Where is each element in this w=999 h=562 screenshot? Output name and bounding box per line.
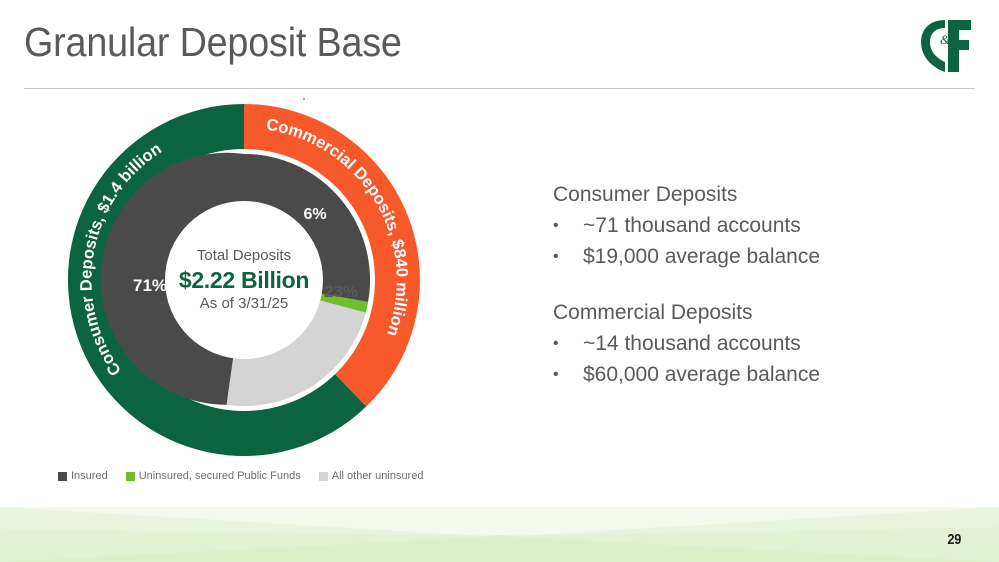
fact-group-commercial: Commercial Deposits • ~14 thousand accou… bbox=[553, 298, 953, 390]
fact-heading: Consumer Deposits bbox=[553, 183, 738, 206]
slide-footer: 29 bbox=[0, 507, 999, 562]
title-divider bbox=[24, 88, 975, 89]
fact-list-item: • $19,000 average balance bbox=[553, 241, 953, 272]
bullet-icon: • bbox=[553, 248, 559, 265]
svg-text:&: & bbox=[940, 32, 951, 47]
deposit-donut-chart: Commercial Deposits, $840 million Consum… bbox=[56, 92, 432, 468]
dot-artifact bbox=[303, 98, 305, 100]
legend-item-insured: Insured bbox=[58, 470, 108, 482]
legend-label: Insured bbox=[71, 470, 108, 482]
inner-label-public-funds: 6% bbox=[303, 206, 326, 223]
footer-pattern-icon bbox=[0, 507, 999, 562]
legend-swatch-icon bbox=[58, 471, 67, 481]
fact-text: ~71 thousand accounts bbox=[583, 214, 801, 237]
donut-svg: Commercial Deposits, $840 million Consum… bbox=[67, 103, 420, 456]
bullet-icon: • bbox=[553, 335, 559, 352]
fact-group-consumer: Consumer Deposits • ~71 thousand account… bbox=[553, 180, 953, 272]
fact-text: $19,000 average balance bbox=[583, 245, 821, 268]
fact-list-item: • ~71 thousand accounts bbox=[553, 210, 953, 241]
donut-hole bbox=[165, 201, 323, 359]
legend-label: All other uninsured bbox=[331, 470, 424, 482]
page-number: 29 bbox=[947, 531, 961, 548]
bullet-icon: • bbox=[553, 217, 559, 234]
inner-label-all-other-uninsured: 23% bbox=[324, 282, 358, 301]
legend-label: Uninsured, secured Public Funds bbox=[138, 470, 301, 482]
fact-heading: Commercial Deposits bbox=[553, 301, 753, 324]
page-title: Granular Deposit Base bbox=[24, 19, 402, 65]
legend-swatch-icon bbox=[318, 471, 328, 481]
fact-list: • ~71 thousand accounts • $19,000 averag… bbox=[553, 210, 953, 272]
legend-swatch-icon bbox=[125, 471, 135, 481]
cf-financial-logo-icon: & bbox=[917, 18, 975, 74]
fact-text: $60,000 average balance bbox=[583, 363, 821, 386]
deposit-facts: Consumer Deposits • ~71 thousand account… bbox=[553, 180, 953, 390]
fact-list-item: • ~14 thousand accounts bbox=[553, 328, 953, 359]
legend-item-all-other-uninsured: All other uninsured bbox=[318, 470, 424, 482]
fact-list-item: • $60,000 average balance bbox=[553, 359, 953, 390]
fact-text: ~14 thousand accounts bbox=[583, 332, 801, 355]
fact-list: • ~14 thousand accounts • $60,000 averag… bbox=[553, 328, 953, 390]
legend-item-public-funds: Uninsured, secured Public Funds bbox=[125, 470, 301, 482]
inner-label-insured: 71% bbox=[133, 276, 167, 295]
chart-legend: Insured Uninsured, secured Public Funds … bbox=[58, 470, 423, 482]
bullet-icon: • bbox=[553, 366, 559, 383]
